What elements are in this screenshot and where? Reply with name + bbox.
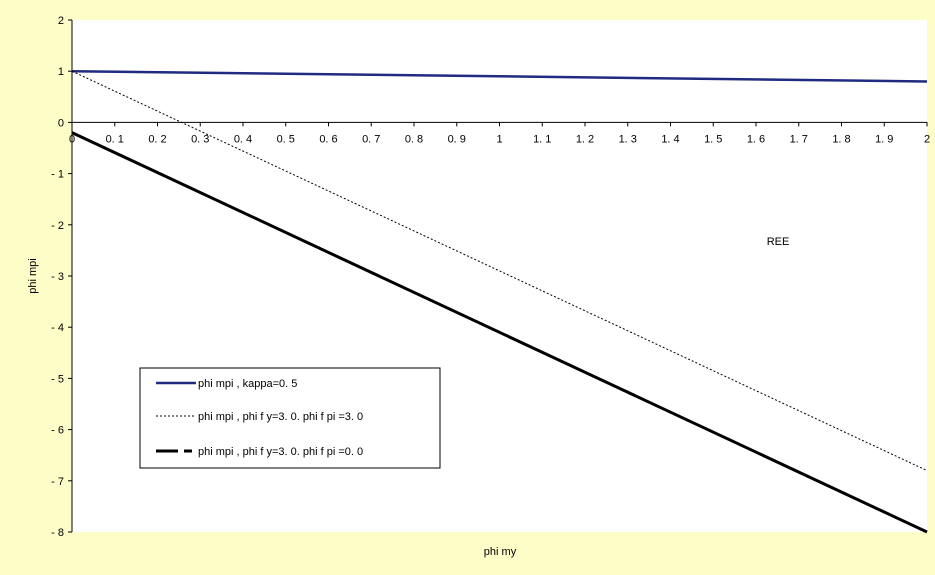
y-tick-label: - 6 (51, 425, 64, 437)
x-tick-label: 1. 9 (875, 133, 893, 145)
x-tick-label: 0. 6 (319, 133, 337, 145)
legend: phi mpi , kappa=0. 5 phi mpi , phi f y=3.… (139, 367, 441, 469)
y-tick-label: - 8 (51, 527, 64, 539)
series-line-1 (71, 69, 928, 83)
y-tick-label: - 5 (51, 373, 64, 385)
y-axis-label: phi mpi (27, 258, 39, 293)
legend-label-3: phi mpi , phi f y=3. 0. phi f pi =0. 0 (198, 446, 363, 458)
y-axis: 2 1 0 - 1 - 2 - 3 - 4 - 5 - 6 - 7 - 8 (51, 15, 72, 539)
legend-label-2: phi mpi , phi f y=3. 0. phi f pi =3. 0 (198, 411, 363, 423)
x-tick-label: 1. 2 (576, 133, 594, 145)
x-tick-label: 1. 4 (661, 133, 679, 145)
y-tick-label: 1 (58, 66, 64, 78)
x-tick-label: 1. 7 (790, 133, 808, 145)
x-tick-label: 0. 5 (277, 133, 295, 145)
x-tick-label: 0. 1 (106, 133, 124, 145)
x-axis-label: phi my (484, 546, 517, 558)
x-tick-label: 1. 5 (704, 133, 722, 145)
y-tick-label: - 4 (51, 322, 64, 334)
y-tick-label: 2 (58, 15, 64, 27)
x-tick-label: 1. 8 (832, 133, 850, 145)
x-tick-label: 1. 3 (619, 133, 637, 145)
y-tick-label: - 3 (51, 271, 64, 283)
series-line-2 (71, 70, 928, 472)
legend-label-1: phi mpi , kappa=0. 5 (198, 378, 297, 390)
x-tick-label: 0. 4 (234, 133, 252, 145)
annotation-ree: REE (767, 236, 790, 248)
y-tick-label: - 2 (51, 220, 64, 232)
x-tick-label: 0. 3 (191, 133, 209, 145)
x-tick-label: 0. 9 (448, 133, 466, 145)
x-tick-label: 0. 2 (148, 133, 166, 145)
x-axis: 0 0. 1 0. 2 0. 3 0. 4 0. 5 0. 6 0. 7 0. 8 0. 9 1 1.… (69, 122, 930, 145)
series-group (71, 69, 928, 534)
series-line-3 (71, 131, 928, 534)
x-tick-label: 1 (496, 133, 502, 145)
x-tick-label: 0 (69, 133, 75, 145)
x-tick-label: 1. 1 (533, 133, 551, 145)
y-tick-label: - 7 (51, 476, 64, 488)
y-tick-label: - 1 (51, 169, 64, 181)
x-tick-label: 2 (924, 133, 930, 145)
x-tick-label: 0. 7 (362, 133, 380, 145)
y-tick-label: 0 (58, 117, 64, 129)
x-tick-label: 1. 6 (747, 133, 765, 145)
x-tick-label: 0. 8 (405, 133, 423, 145)
